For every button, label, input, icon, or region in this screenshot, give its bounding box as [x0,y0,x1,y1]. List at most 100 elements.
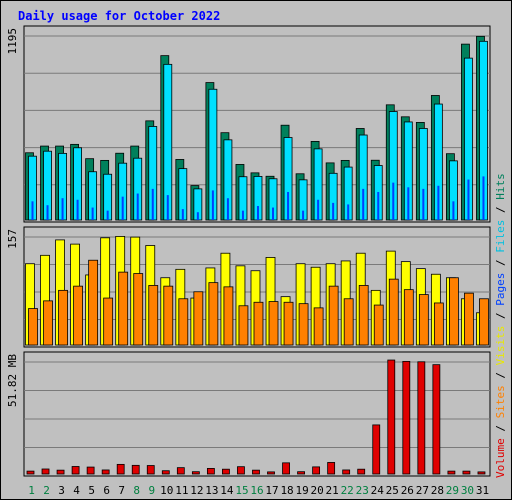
day-label-31: 31 [476,484,489,497]
bar-sites-day-25 [388,278,399,346]
bar-sites-day-30 [464,292,474,346]
bar-pages-day-5 [91,207,94,220]
day-label-5: 5 [88,484,95,497]
bar-volume-day-25 [387,359,396,475]
panel-1: 1195 [6,25,491,223]
bar-volume-day-8 [131,464,140,475]
bar-pages-day-28 [437,185,440,220]
bar-pages-day-20 [317,199,320,220]
bar-volume-day-18 [282,462,290,475]
bar-volume-day-23 [357,468,366,475]
bar-volume-day-29 [447,470,456,475]
bar-volume-day-26 [402,360,411,475]
bar-volume-day-30 [462,470,471,475]
bar-pages-day-16 [256,205,259,220]
day-axis-labels: 1 2 3 4 5 6 7 8 9 10 11 12 13 14 15 16 17 18 19 20 21 22 23 24 2… [28,484,489,497]
bar-pages-day-17 [272,207,275,220]
bar-volume-day-12 [191,471,200,475]
bar-sites-day-19 [298,303,309,346]
day-label-23: 23 [356,484,369,497]
bar-pages-day-8 [136,193,139,220]
bar-sites-day-1 [28,308,38,346]
bar-volume-day-5 [86,466,95,475]
chart-panels: 1195 157 51.82 MB [6,25,491,477]
day-label-3: 3 [58,484,65,497]
legend-separator: / [494,365,507,385]
bar-sites-day-9 [148,285,159,346]
bar-pages-day-29 [452,201,455,220]
bar-sites-day-10 [163,285,174,346]
bar-volume-day-4 [71,466,80,475]
bar-sites-day-23 [358,285,369,346]
bar-volume-day-10 [161,470,170,475]
day-label-4: 4 [73,484,80,497]
bar-sites-day-8 [133,273,144,346]
bar-pages-day-1 [31,201,34,220]
bar-pages-day-10 [166,195,169,220]
day-label-19: 19 [295,484,308,497]
bar-volume-day-19 [297,471,305,475]
legend-separator: / [494,200,507,220]
day-label-27: 27 [416,484,429,497]
day-label-22: 22 [341,484,354,497]
bar-volume-day-9 [146,465,155,475]
bar-sites-day-27 [418,294,429,346]
day-label-17: 17 [265,484,278,497]
bar-volume-day-20 [312,466,321,475]
day-label-18: 18 [280,484,293,497]
bar-volume-day-1 [26,470,35,475]
day-label-14: 14 [220,484,234,497]
bar-pages-day-15 [241,210,244,220]
bar-volume-day-27 [417,361,426,475]
legend-visits: Visits [494,326,507,366]
panel-frame [23,351,491,477]
day-label-8: 8 [133,484,140,497]
day-label-24: 24 [371,484,385,497]
day-label-21: 21 [326,484,339,497]
bar-sites-day-2 [43,300,53,346]
legend-separator: / [494,253,507,273]
axis-max-label: 51.82 MB [6,354,19,407]
bar-sites-day-24 [373,304,384,346]
bar-volume-day-11 [176,467,185,475]
day-label-16: 16 [250,484,263,497]
bar-sites-day-22 [343,298,354,346]
bar-pages-day-23 [362,188,365,220]
legend-hits: Hits [494,173,507,200]
day-label-11: 11 [175,484,188,497]
axis-max-label: 1195 [6,28,19,55]
day-label-25: 25 [386,484,399,497]
bar-sites-day-31 [479,298,489,346]
bar-pages-day-3 [61,198,64,220]
legend-separator: / [494,306,507,326]
bar-pages-day-4 [76,199,79,220]
bar-sites-day-18 [283,301,294,346]
bar-pages-day-19 [302,210,305,220]
day-label-7: 7 [118,484,125,497]
bar-pages-day-30 [467,179,470,220]
bar-volume-day-21 [327,462,336,475]
bar-sites-day-12 [193,291,204,346]
day-label-28: 28 [431,484,444,497]
bar-pages-day-2 [46,205,49,220]
bar-pages-day-18 [287,191,290,220]
day-label-10: 10 [160,484,173,497]
bar-pages-day-9 [151,188,154,220]
day-label-9: 9 [148,484,155,497]
bar-sites-day-13 [208,282,219,346]
bar-pages-day-14 [226,198,229,220]
legend-text: Volume / Sites / Visits / Pages / Files … [494,173,507,478]
bar-sites-day-21 [328,285,339,346]
day-label-6: 6 [103,484,110,497]
legend-sites: Sites [494,385,507,418]
bar-pages-day-24 [377,191,380,220]
bar-volume-day-3 [56,469,65,475]
bar-volume-day-7 [116,463,125,475]
bar-sites-day-3 [58,289,68,346]
bar-sites-day-16 [253,301,264,346]
bar-volume-day-6 [101,469,110,475]
bar-sites-day-26 [403,289,414,346]
bar-sites-day-5 [88,259,99,346]
vertical-legend: Volume / Sites / Visits / Pages / Files … [494,173,507,478]
